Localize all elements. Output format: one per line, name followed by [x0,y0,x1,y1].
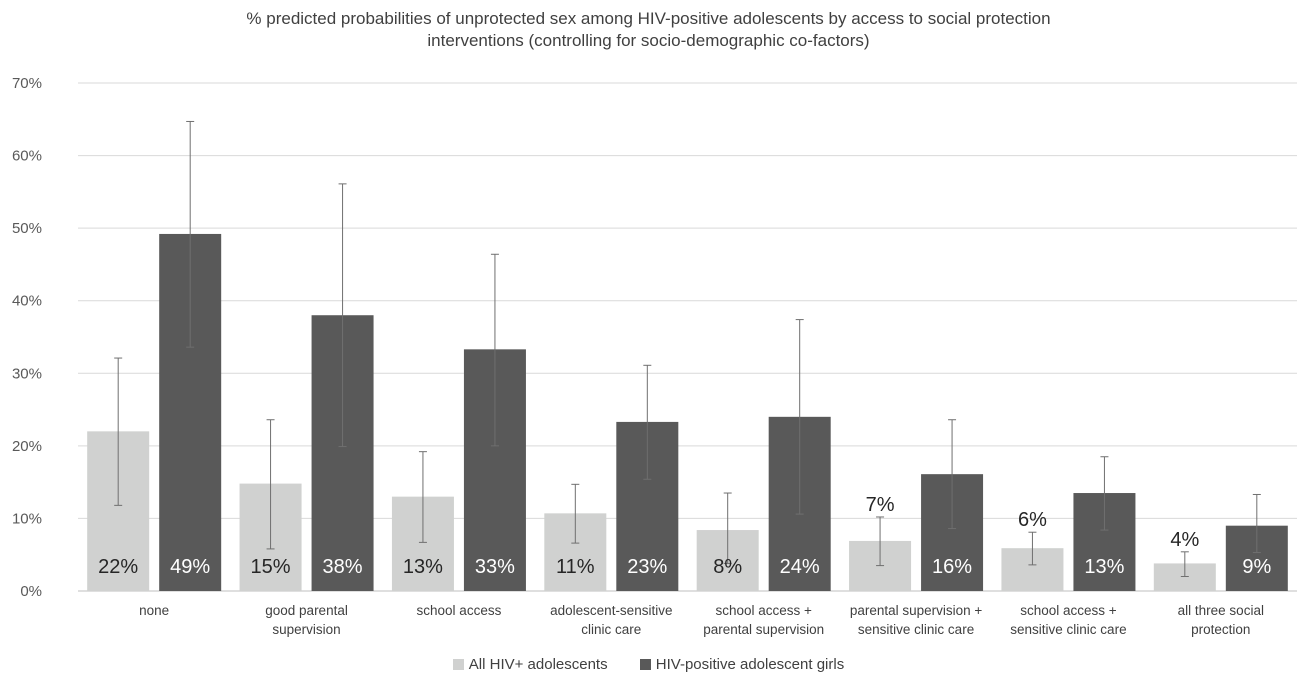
x-tick-label: none [139,603,169,618]
x-tick-label: all three social [1178,603,1264,618]
data-label: 38% [323,556,363,578]
data-label: 22% [98,556,138,578]
x-tick-label: parental supervision + [850,603,983,618]
data-label: 33% [475,556,515,578]
y-tick-label: 20% [12,438,42,455]
data-label: 4% [1170,529,1199,551]
x-tick-label: clinic care [581,622,641,637]
legend: All HIV+ adolescents HIV-positive adoles… [0,656,1297,673]
data-label: 15% [251,556,291,578]
data-label: 13% [1084,556,1124,578]
data-label: 16% [932,556,972,578]
y-tick-label: 60% [12,148,42,165]
x-tick-label: school access + [1020,603,1117,618]
data-label: 23% [627,556,667,578]
data-label: 24% [780,556,820,578]
data-label: 49% [170,556,210,578]
y-tick-label: 70% [12,75,42,92]
y-tick-label: 50% [12,220,42,237]
x-tick-label: adolescent-sensitive [550,603,672,618]
x-tick-label: good parental [265,603,348,618]
y-tick-label: 0% [20,583,42,600]
x-tick-label: sensitive clinic care [858,622,974,637]
data-label: 6% [1018,509,1047,531]
x-tick-label: supervision [272,622,340,637]
bar-chart-plot: 0% 10% 20% 30% 40% 50% 60% 70% 22% 49% none 15% 38% g… [12,75,1297,637]
legend-label-adolescent-girls: HIV-positive adolescent girls [655,656,845,673]
legend-swatch-all-adolescents [452,659,464,670]
x-tick-label: protection [1191,622,1250,637]
x-tick-label: school access [417,603,502,618]
x-tick-label: parental supervision [703,622,824,637]
legend-swatch-adolescent-girls [639,659,651,670]
data-label: 13% [403,556,443,578]
legend-label-all-adolescents: All HIV+ adolescents [468,656,608,673]
x-tick-label: sensitive clinic care [1010,622,1126,637]
legend-item-adolescent-girls: HIV-positive adolescent girls [639,656,845,673]
x-tick-label: school access + [715,603,812,618]
data-label: 8% [713,556,742,578]
data-label: 11% [556,556,595,578]
legend-item-all-adolescents: All HIV+ adolescents [452,656,608,673]
data-label: 7% [866,494,895,516]
y-tick-label: 30% [12,365,42,382]
data-label: 9% [1242,556,1271,578]
y-tick-label: 10% [12,510,42,527]
chart-title: % predicted probabilities of unprotected… [0,8,1297,52]
y-tick-label: 40% [12,293,42,310]
chart-title-line-2: interventions (controlling for socio-dem… [427,31,870,50]
chart-title-line-1: % predicted probabilities of unprotected… [246,9,1051,28]
